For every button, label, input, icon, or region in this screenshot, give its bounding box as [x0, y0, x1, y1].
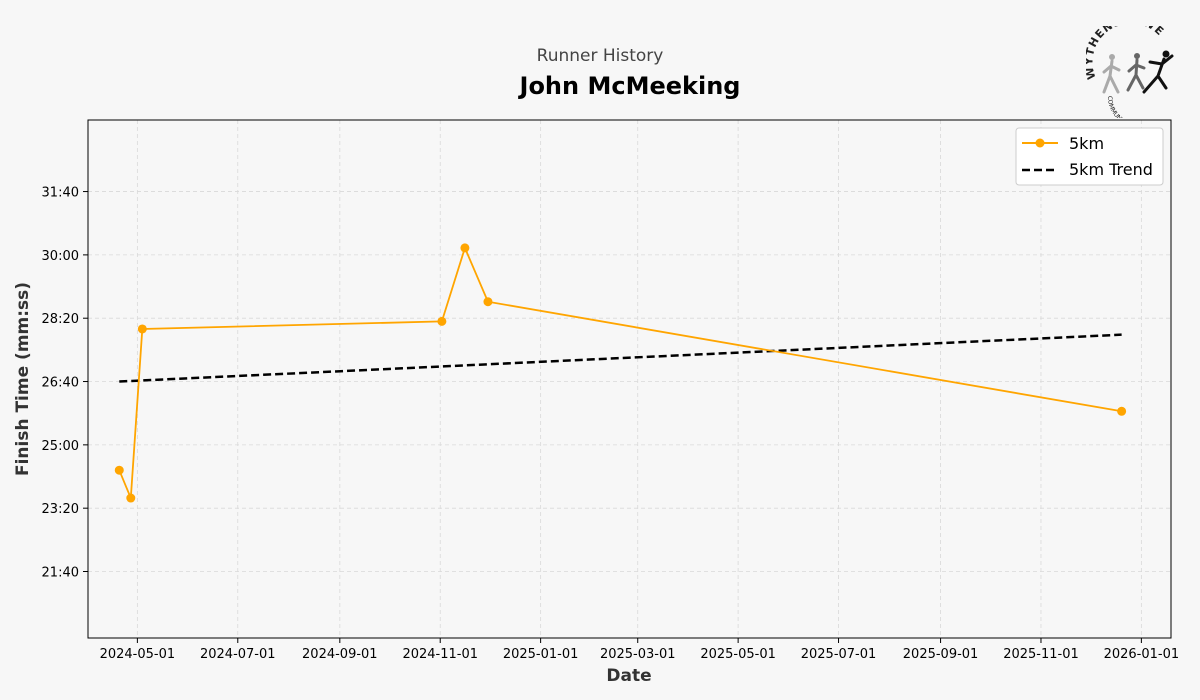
series-5km-point [483, 297, 493, 307]
series-5km-point [460, 243, 470, 253]
x-tick-label: 2025-05-01 [700, 647, 776, 662]
x-tick-label: 2024-09-01 [302, 647, 378, 662]
legend-trend-label: 5km Trend [1069, 160, 1153, 179]
x-tick-label: 2025-01-01 [503, 647, 579, 662]
series-5km-point [437, 316, 447, 326]
x-tick-label: 2025-07-01 [801, 647, 877, 662]
x-axis-label: Date [606, 666, 651, 686]
y-tick-label: 25:00 [42, 439, 79, 454]
x-tick-label: 2025-03-01 [600, 647, 676, 662]
tick-layer: 2024-05-01 2024-07-01 2024-09-01 2024-11-01… [42, 186, 1180, 662]
x-tick-label: 2024-05-01 [100, 647, 176, 662]
legend-5km-marker [1035, 138, 1045, 148]
series-5km-point [114, 465, 124, 475]
x-tick-label: 2025-09-01 [903, 647, 979, 662]
legend-5km-label: 5km [1069, 134, 1104, 153]
y-tick-label: 30:00 [42, 249, 79, 264]
runners-logo-icon: WYTHENSHAWE COMMUNITY RUN [1086, 26, 1174, 118]
y-axis-label: Finish Time (mm:ss) [13, 282, 33, 476]
series-5km-point [126, 493, 136, 503]
chart-subtitle: Runner History [536, 46, 664, 66]
y-tick-label: 21:40 [42, 566, 79, 581]
grid-layer [88, 120, 1171, 638]
trend-line [119, 333, 1122, 383]
series-layer [114, 243, 1127, 503]
x-tick-label: 2024-11-01 [402, 647, 478, 662]
series-5km-point [137, 324, 147, 334]
series-5km-line [118, 245, 1122, 499]
runner-name-title: John McMeeking [519, 72, 741, 100]
y-tick-label: 26:40 [42, 376, 79, 391]
chart-legend: 5km 5km Trend [1015, 127, 1164, 186]
y-tick-label: 28:20 [42, 312, 79, 327]
x-tick-label: 2024-07-01 [200, 647, 276, 662]
y-tick-label: 31:40 [42, 186, 79, 201]
x-tick-label: 2026-01-01 [1104, 647, 1180, 662]
plot-frame [87, 119, 1172, 639]
y-tick-label: 23:20 [42, 502, 79, 517]
series-5km-point [1117, 406, 1127, 416]
x-tick-label: 2025-11-01 [1003, 647, 1079, 662]
